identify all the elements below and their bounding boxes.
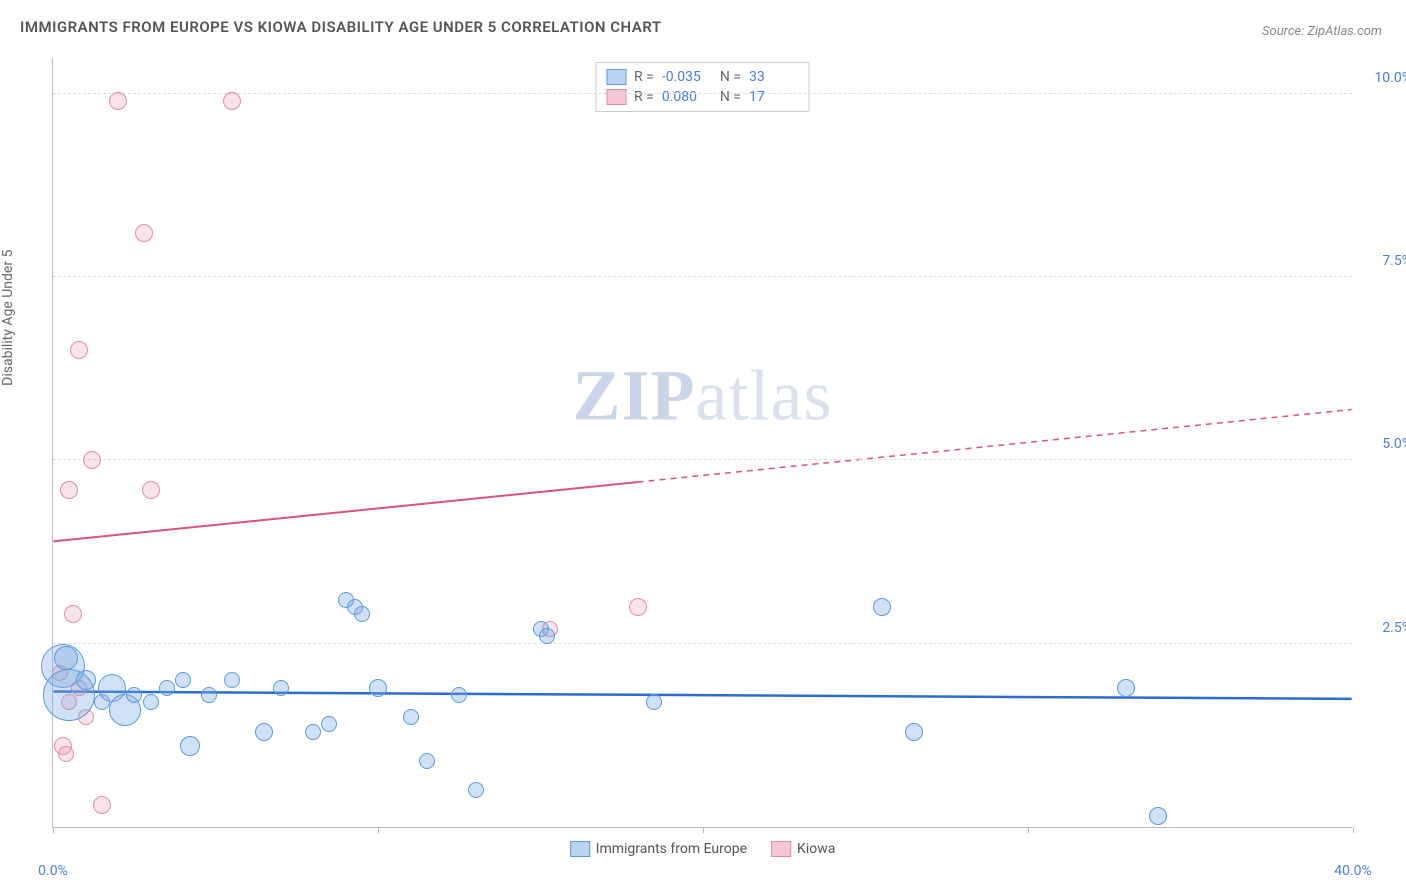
- legend-r-label: R =: [634, 89, 654, 105]
- data-point-kiowa: [109, 92, 127, 110]
- data-point-europe: [369, 679, 387, 697]
- plot-area: ZIPatlas R = -0.035 N = 33 R = 0.080 N =…: [52, 58, 1352, 828]
- data-point-europe: [175, 672, 191, 688]
- legend-n-value: 33: [749, 69, 799, 85]
- data-point-kiowa: [223, 92, 241, 110]
- legend-n-label: N =: [720, 69, 741, 85]
- legend-swatch: [606, 69, 626, 85]
- data-point-europe: [201, 687, 217, 703]
- legend-swatch: [570, 841, 590, 857]
- legend-row: R = 0.080 N = 17: [606, 87, 799, 107]
- legend-swatch: [771, 841, 791, 857]
- data-point-kiowa: [60, 481, 78, 499]
- data-point-kiowa: [135, 224, 153, 242]
- data-point-kiowa: [142, 481, 160, 499]
- legend-n-label: N =: [720, 89, 741, 105]
- data-point-kiowa: [93, 796, 111, 814]
- legend-swatch: [606, 89, 626, 105]
- data-point-europe: [403, 709, 419, 725]
- legend-r-value: -0.035: [662, 69, 712, 85]
- data-point-kiowa: [58, 746, 74, 762]
- legend-series: Immigrants from Europe Kiowa: [570, 841, 836, 857]
- data-point-europe: [419, 753, 435, 769]
- legend-r-label: R =: [634, 69, 654, 85]
- x-tick: [378, 827, 379, 833]
- data-point-kiowa: [83, 451, 101, 469]
- trend-lines: [53, 58, 1352, 827]
- data-point-europe: [76, 670, 96, 690]
- chart-title: IMMIGRANTS FROM EUROPE VS KIOWA DISABILI…: [20, 18, 662, 36]
- gridline: [53, 93, 1352, 94]
- data-point-europe: [180, 736, 200, 756]
- y-tick-label: 10.0%: [1374, 70, 1406, 86]
- data-point-europe: [159, 680, 175, 696]
- x-tick: [1353, 827, 1354, 833]
- data-point-kiowa: [70, 341, 88, 359]
- gridline: [53, 459, 1352, 460]
- data-point-europe: [1117, 679, 1135, 697]
- data-point-europe: [321, 716, 337, 732]
- data-point-europe: [305, 724, 321, 740]
- y-tick-label: 5.0%: [1382, 436, 1406, 452]
- watermark: ZIPatlas: [573, 355, 833, 438]
- data-point-europe: [273, 680, 289, 696]
- data-point-europe: [255, 723, 273, 741]
- data-point-europe: [873, 598, 891, 616]
- legend-series-label: Immigrants from Europe: [596, 841, 747, 857]
- x-tick: [703, 827, 704, 833]
- data-point-europe: [451, 687, 467, 703]
- legend-correlation: R = -0.035 N = 33 R = 0.080 N = 17: [595, 62, 810, 112]
- data-point-europe: [539, 628, 555, 644]
- data-point-europe: [143, 694, 159, 710]
- data-point-europe: [1149, 807, 1167, 825]
- x-tick: [53, 827, 54, 833]
- data-point-europe: [354, 606, 370, 622]
- data-point-europe: [54, 646, 78, 670]
- x-tick-label: 40.0%: [1334, 863, 1372, 879]
- gridline: [53, 643, 1352, 644]
- legend-r-value: 0.080: [662, 89, 712, 105]
- data-point-europe: [224, 672, 240, 688]
- data-point-kiowa: [629, 598, 647, 616]
- y-tick-label: 7.5%: [1382, 253, 1406, 269]
- data-point-europe: [126, 687, 142, 703]
- x-tick-label: 0.0%: [38, 863, 68, 879]
- legend-series-item: Immigrants from Europe: [570, 841, 747, 857]
- legend-series-label: Kiowa: [797, 841, 835, 857]
- gridline: [53, 276, 1352, 277]
- legend-row: R = -0.035 N = 33: [606, 67, 799, 87]
- y-axis-label: Disability Age Under 5: [0, 250, 16, 386]
- data-point-europe: [468, 782, 484, 798]
- x-tick: [1028, 827, 1029, 833]
- source-attribution: Source: ZipAtlas.com: [1262, 24, 1382, 39]
- data-point-europe: [646, 694, 662, 710]
- legend-series-item: Kiowa: [771, 841, 835, 857]
- data-point-europe: [905, 723, 923, 741]
- y-tick-label: 2.5%: [1382, 620, 1406, 636]
- data-point-kiowa: [64, 605, 82, 623]
- legend-n-value: 17: [749, 89, 799, 105]
